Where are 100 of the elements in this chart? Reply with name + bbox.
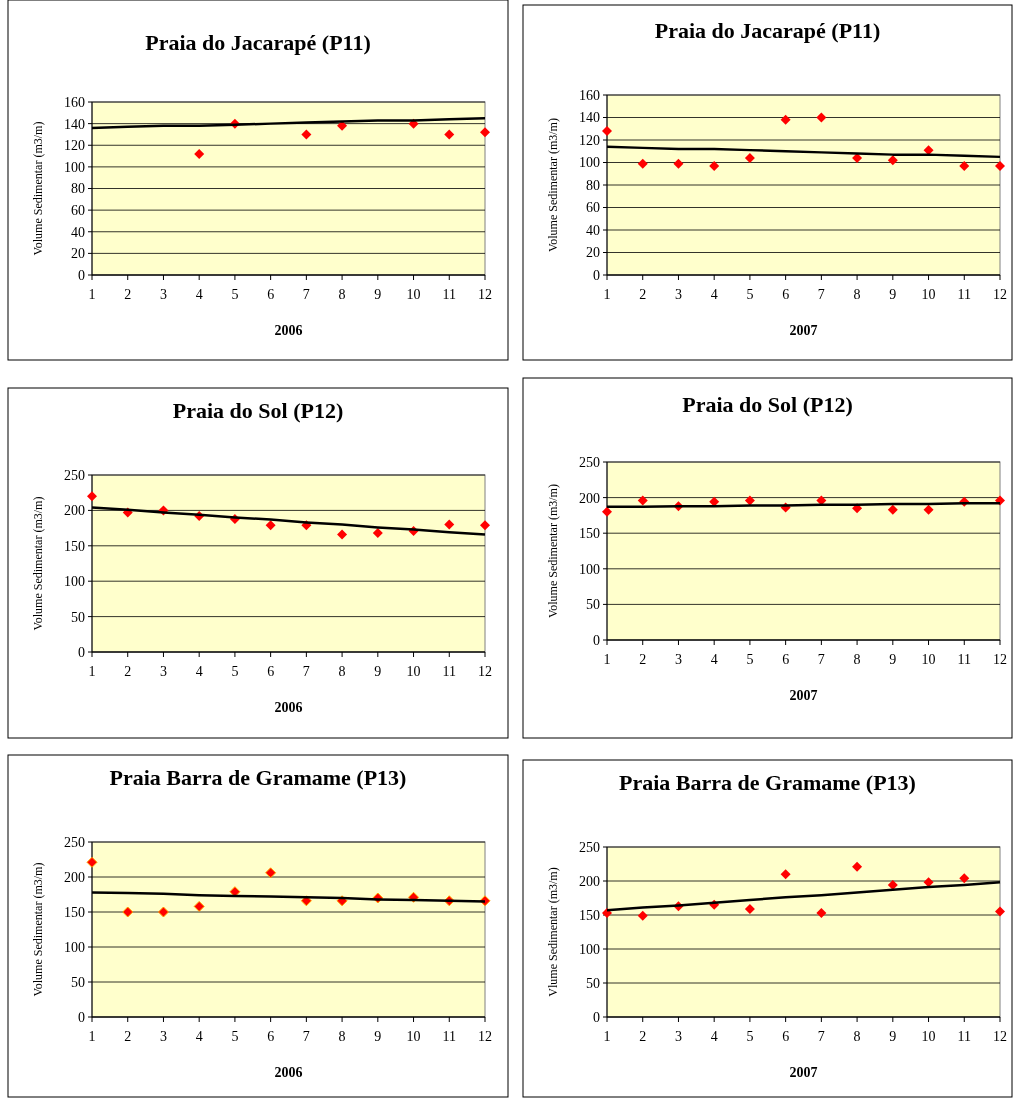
y-tick-label: 80	[586, 177, 600, 193]
x-tick-label: 7	[302, 287, 310, 302]
point	[887, 155, 898, 166]
y-tick-label: 150	[579, 907, 600, 923]
x-tick-label: 6	[782, 287, 790, 302]
x-tick-label: 12	[993, 1029, 1007, 1044]
point	[959, 873, 970, 884]
y-tick-label: 200	[64, 869, 85, 885]
chart-title: Praia Barra de Gramame (P13)	[109, 765, 407, 790]
point	[86, 856, 98, 868]
x-tick-label: 1	[88, 1029, 96, 1044]
y-tick-label: 150	[579, 526, 600, 542]
x-tick-label: 7	[817, 287, 825, 302]
x-tick-label: 3	[159, 1029, 167, 1044]
x-tick-label: 9	[889, 287, 897, 302]
x-tick-label: 4	[195, 664, 203, 679]
x-tick-label: 7	[817, 652, 825, 667]
point	[923, 504, 934, 515]
y-tick-label: 150	[64, 538, 85, 554]
x-tick-label: 5	[746, 287, 754, 302]
x-tick-label: 3	[159, 287, 167, 302]
y-tick-label: 40	[71, 224, 85, 240]
x-tick-label: 2	[639, 1029, 647, 1044]
x-tick-label: 11	[957, 287, 972, 302]
x-tick-label: 4	[710, 287, 718, 302]
x-tick-label: 12	[478, 664, 492, 679]
x-tick-label: 6	[267, 1029, 275, 1044]
point	[780, 869, 791, 880]
point	[480, 127, 490, 138]
point	[887, 504, 898, 515]
x-tick-label: 4	[195, 287, 203, 302]
y-tick-label: 250	[64, 467, 85, 483]
point	[602, 506, 612, 517]
point	[780, 114, 791, 125]
y-tick-label: 120	[579, 132, 600, 148]
y-tick-label: 140	[579, 110, 600, 126]
point	[637, 910, 648, 921]
x-tick-label: 9	[374, 1029, 382, 1044]
y-tick-label: 100	[579, 561, 600, 577]
y-tick-label: 200	[64, 503, 85, 519]
y-tick-label: 0	[593, 632, 600, 648]
chart-title: Praia Barra de Gramame (P13)	[619, 770, 916, 795]
x-tick-label: 3	[159, 664, 167, 679]
x-tick-label: 9	[889, 1029, 897, 1044]
y-tick-label: 250	[579, 839, 600, 855]
x-tick-label: 12	[478, 287, 492, 302]
y-axis-title: Volume Sedimentar (m3/m)	[31, 121, 45, 256]
x-tick-label: 2	[124, 1029, 132, 1044]
x-tick-label: 11	[957, 1029, 972, 1044]
y-tick-label: 20	[586, 245, 600, 261]
y-tick-label: 100	[64, 939, 85, 955]
x-tick-label: 5	[231, 287, 239, 302]
point	[852, 153, 863, 163]
chart-title: Praia do Sol (P12)	[172, 398, 344, 423]
x-tick-label: 4	[195, 1029, 203, 1044]
x-tick-label: 1	[88, 287, 96, 302]
y-axis-title: Volume Sedimentar (m3/m)	[31, 862, 45, 997]
x-tick-label: 3	[674, 287, 682, 302]
point	[852, 861, 863, 872]
point	[122, 906, 134, 918]
point	[157, 906, 169, 918]
y-tick-label: 50	[586, 597, 600, 613]
y-tick-label: 140	[64, 116, 85, 132]
x-tick-label: 10	[921, 652, 936, 667]
y-tick-label: 50	[71, 974, 85, 990]
x-tick-label: 1	[603, 652, 611, 667]
x-tick-label: 8	[338, 1029, 346, 1044]
x-tick-label: 12	[993, 652, 1007, 667]
x-tick-label: 5	[231, 1029, 239, 1044]
x-axis-title: 2007	[789, 323, 818, 338]
point	[602, 907, 612, 918]
y-tick-label: 100	[64, 159, 85, 175]
x-tick-label: 7	[817, 1029, 825, 1044]
x-tick-label: 10	[406, 664, 421, 679]
x-tick-label: 6	[782, 652, 790, 667]
point	[744, 495, 755, 506]
x-tick-label: 11	[442, 287, 457, 302]
chart-title: Praia do Jacarapé (P11)	[145, 30, 371, 55]
point	[816, 907, 827, 918]
y-tick-label: 20	[71, 246, 85, 262]
y-tick-label: 50	[71, 609, 85, 625]
point	[265, 520, 276, 531]
x-tick-label: 6	[267, 287, 275, 302]
y-axis-title: Vlume Sedimentar (m3/m)	[546, 867, 560, 997]
x-tick-label: 9	[374, 287, 382, 302]
x-tick-label: 6	[782, 1029, 790, 1044]
point	[637, 158, 648, 169]
y-tick-label: 0	[593, 267, 600, 283]
y-tick-label: 80	[71, 181, 85, 197]
x-tick-label: 7	[302, 1029, 310, 1044]
point	[959, 160, 970, 171]
x-tick-label: 8	[338, 287, 346, 302]
point	[637, 495, 648, 506]
x-tick-label: 8	[853, 652, 861, 667]
y-tick-label: 150	[64, 904, 85, 920]
x-tick-label: 1	[88, 664, 96, 679]
x-tick-label: 11	[442, 664, 457, 679]
point	[265, 867, 277, 879]
y-tick-label: 50	[586, 975, 600, 991]
x-tick-label: 5	[746, 1029, 754, 1044]
